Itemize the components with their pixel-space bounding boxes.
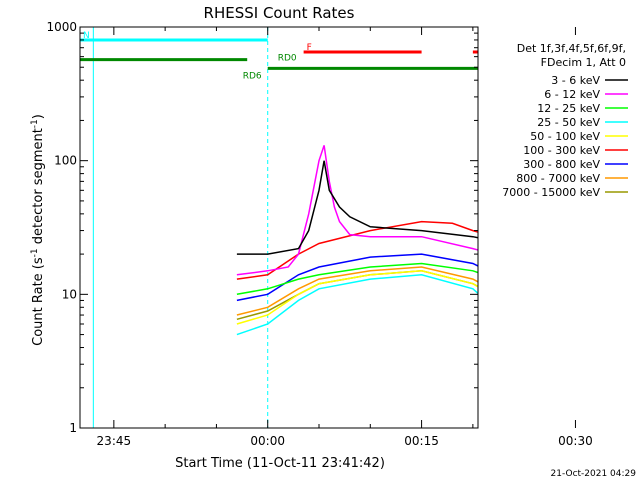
series-line [236,262,478,296]
flag-label: N [83,31,90,41]
y-tick-label: 1 [69,421,77,435]
legend-entry-label: 7000 - 15000 keV [502,186,600,199]
x-tick-label: 00:30 [558,434,593,448]
series-line [236,253,478,302]
legend-entry-label: 100 - 300 keV [523,144,600,157]
legend-entry-label: 50 - 100 keV [530,130,600,143]
series-line [236,270,478,325]
legend-header: FDecim 1, Att 0 [541,56,626,69]
flag-label: RD6 [243,71,262,81]
series-line [236,274,478,336]
y-axis-label: Count Rate (s-1 detector segment-1) [30,114,46,346]
y-tick-label: 100 [54,154,77,168]
y-axis-label-superscript: -1 [30,119,40,128]
legend: Det 1f,3f,4f,5f,6f,9f,FDecim 1, Att 0 3 -… [502,42,628,199]
legend-entry-label: 3 - 6 keV [551,74,600,87]
flag-label: RD0 [278,54,297,64]
y-tick-label: 10 [62,287,77,301]
y-tick-label: 1000 [46,20,77,34]
plot-area: NFRD0RD6100010010123:4500:0000:1500:3000… [46,20,593,448]
chart-title: RHESSI Count Rates [204,4,355,22]
series-line [236,145,478,276]
x-tick-label: 00:00 [250,434,285,448]
legend-header: Det 1f,3f,4f,5f,6f,9f, [517,42,626,55]
x-tick-label: 00:15 [404,434,439,448]
series-line [236,160,478,255]
y-axis-label-part: Count Rate (s [31,257,46,346]
series-group [236,145,478,336]
flag-label: F [307,43,312,53]
y-axis-label-part: detector segment [31,128,46,248]
x-axis-label: Start Time (11-Oct-11 23:41:42) [175,456,385,471]
x-tick-label: 23:45 [97,434,132,448]
y-axis-label-superscript: -1 [30,248,40,257]
legend-entry-label: 12 - 25 keV [537,102,600,115]
series-line [236,266,478,316]
legend-entry-label: 300 - 800 keV [523,158,600,171]
legend-entry-label: 800 - 7000 keV [516,172,600,185]
plot-frame [79,26,479,429]
legend-entry-label: 25 - 50 keV [537,116,600,129]
render-timestamp: 21-Oct-2021 04:29 [551,469,637,479]
legend-entry-label: 6 - 12 keV [544,88,600,101]
y-axis-label-part: ) [31,114,46,119]
